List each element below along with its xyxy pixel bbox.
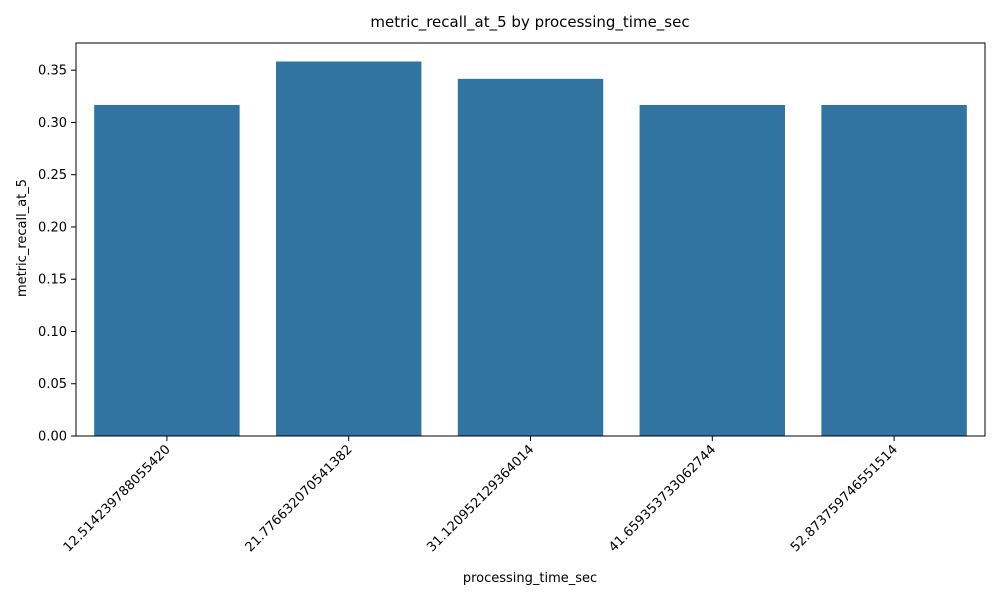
bars — [94, 61, 967, 437]
y-tick-label: 0.00 — [38, 430, 67, 445]
bar — [821, 104, 967, 437]
y-tick-label: 0.15 — [38, 273, 67, 288]
y-tick-label: 0.05 — [38, 377, 67, 392]
x-tick-label: 21.776632070541382 — [243, 442, 356, 555]
x-tick-label: 12.514239788055420 — [61, 442, 174, 555]
y-tick-label: 0.10 — [38, 325, 67, 340]
y-tick-label: 0.35 — [38, 64, 67, 79]
bar — [639, 104, 786, 437]
chart-title: metric_recall_at_5 by processing_time_se… — [370, 13, 689, 32]
y-axis-ticks: 0.00 0.05 0.10 0.15 0.20 0.25 0.30 0.35 — [38, 64, 76, 445]
x-tick-label: 52.873759746551514 — [788, 442, 901, 555]
bar — [457, 78, 604, 436]
y-tick-label: 0.20 — [38, 220, 67, 235]
y-tick-label: 0.25 — [38, 168, 67, 183]
x-tick-label: 31.120952129364014 — [424, 442, 537, 555]
bar — [94, 104, 240, 437]
y-tick-label: 0.30 — [38, 116, 67, 131]
y-axis-label: metric_recall_at_5 — [15, 179, 30, 297]
x-axis-ticks: 12.514239788055420 21.776632070541382 31.1… — [61, 436, 901, 555]
x-tick-label: 41.659353733062744 — [606, 442, 719, 555]
bar — [275, 61, 422, 436]
x-axis-label: processing_time_sec — [463, 571, 597, 586]
plot-frame — [75, 42, 986, 437]
